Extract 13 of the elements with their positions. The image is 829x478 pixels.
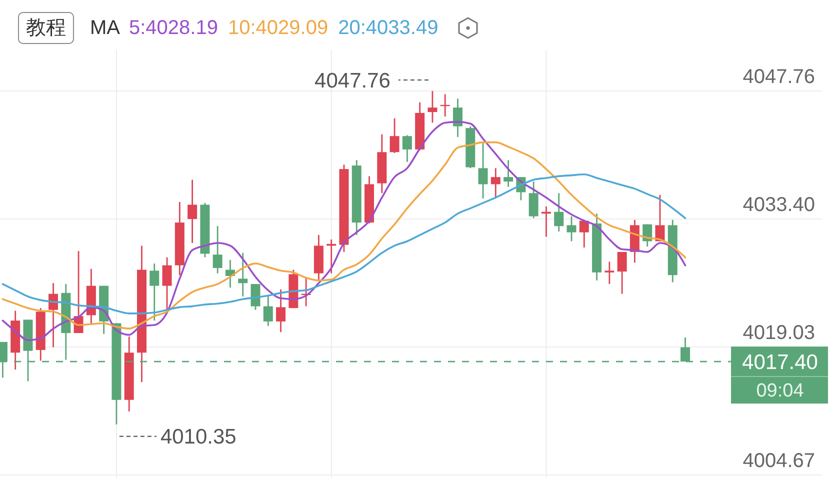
text: 09:04 — [756, 380, 804, 402]
annotation: 4047.76 — [314, 69, 390, 92]
text: 20:4033.49 — [338, 16, 438, 40]
y-tick-label: 4019.03 — [742, 322, 815, 344]
text: 5:4028.19 — [129, 16, 218, 40]
text: 4017.40 — [742, 350, 818, 374]
y-tick-label: 4033.40 — [742, 194, 815, 216]
text: 10:4029.09 — [228, 16, 328, 40]
legend-title: MA — [90, 16, 120, 40]
y-tick-label: 4047.76 — [742, 66, 815, 88]
text-button: 教程 — [18, 12, 74, 44]
annotation: 4010.35 — [160, 426, 236, 449]
y-tick-label: 4004.67 — [742, 450, 815, 472]
